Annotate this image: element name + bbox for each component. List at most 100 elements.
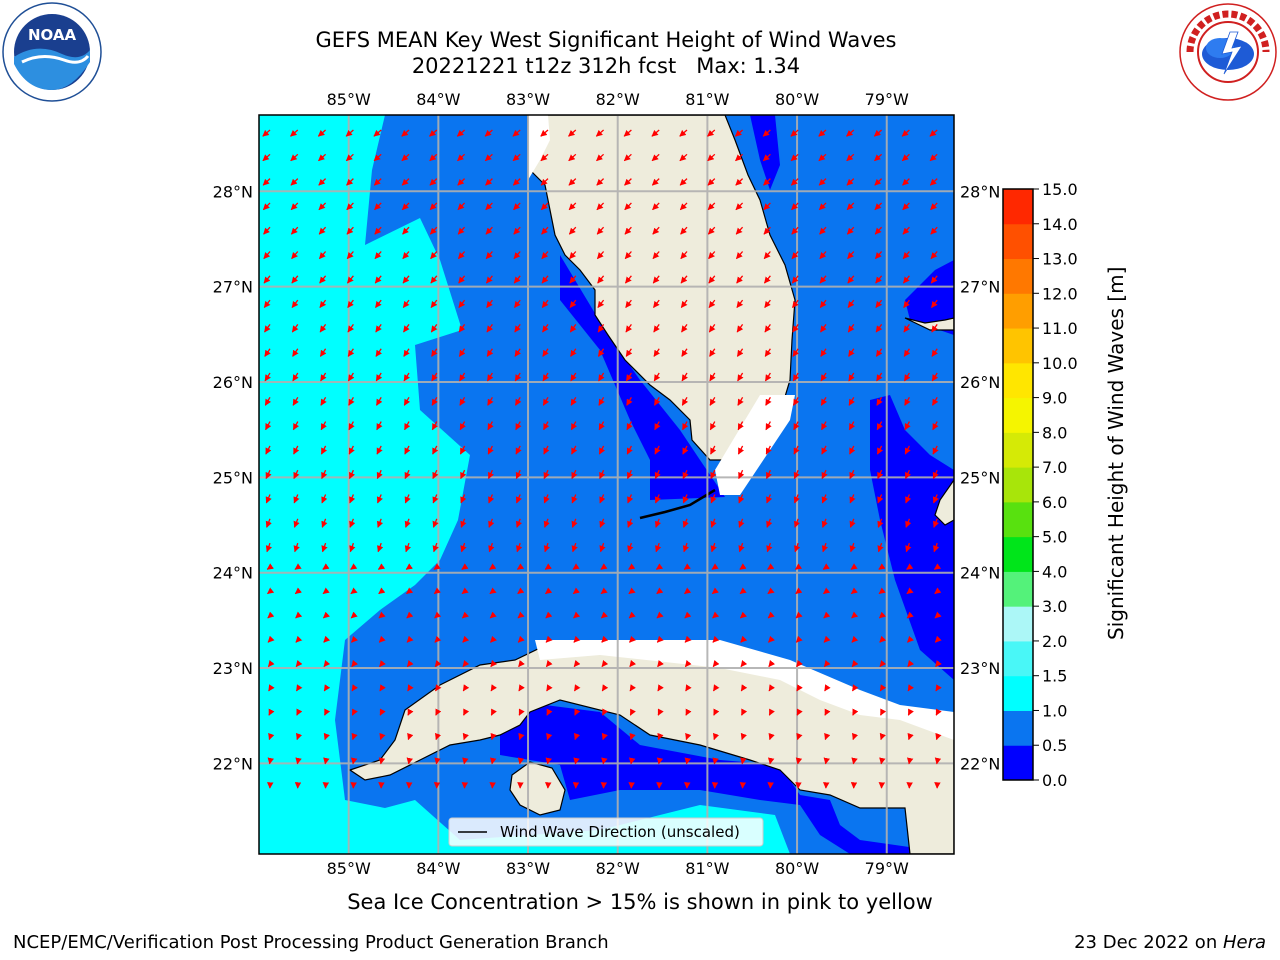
colorbar-segment (1003, 606, 1033, 642)
wind-arrow (374, 275, 382, 284)
wind-arrow (406, 659, 414, 668)
wind-arrow (517, 587, 525, 595)
wind-arrow (461, 587, 469, 595)
wind-arrow (932, 469, 939, 480)
wind-arrow (876, 445, 884, 455)
wind-arrow (849, 542, 856, 553)
wind-arrow (375, 299, 382, 309)
wind-arrow (459, 421, 466, 431)
colorbar-segment (1003, 710, 1033, 746)
colorbar-tick-label: 8.0 (1042, 423, 1067, 442)
wind-arrow (935, 659, 942, 668)
lon-tick-bottom: 80°W (775, 859, 819, 878)
wind-arrow (846, 153, 855, 162)
wind-arrow (597, 275, 605, 284)
wind-arrow (374, 202, 382, 211)
wind-arrow (792, 324, 799, 333)
wind-arrow (541, 251, 549, 260)
wind-arrow (904, 421, 911, 431)
wind-arrow (657, 732, 664, 741)
wind-arrow (432, 469, 439, 480)
wind-arrow (542, 372, 549, 382)
wind-arrow (708, 275, 716, 284)
wind-arrow (347, 324, 355, 333)
wind-arrow (822, 563, 830, 570)
wind-arrow (794, 563, 803, 570)
wind-arrow (792, 396, 800, 406)
wind-arrow (682, 469, 689, 480)
lat-tick-left: 24°N (213, 564, 253, 583)
wind-arrow (654, 518, 662, 528)
colorbar-segment (1003, 745, 1033, 781)
wind-arrow (293, 494, 300, 504)
wind-arrow (402, 299, 410, 309)
wind-arrow (490, 684, 498, 692)
wind-arrow (486, 324, 494, 333)
wind-arrow (679, 202, 688, 211)
wind-arrow (653, 348, 660, 357)
wind-arrow (406, 635, 414, 643)
colorbar-tick-label: 6.0 (1042, 493, 1067, 512)
wind-arrow (292, 396, 299, 406)
wind-arrow (764, 372, 772, 382)
wind-arrow (404, 469, 411, 480)
wind-arrow (458, 324, 466, 333)
wind-arrow (458, 299, 466, 309)
wind-arrow (739, 611, 747, 619)
wind-arrow (932, 494, 939, 504)
wind-arrow (654, 445, 661, 455)
wind-arrow (879, 659, 887, 668)
wind-arrow (379, 659, 386, 668)
wind-arrow (429, 129, 438, 137)
wind-arrow (515, 421, 522, 431)
wind-arrow (710, 469, 717, 480)
wind-arrow (654, 421, 661, 431)
chart-title: GEFS MEAN Key West Significant Height of… (315, 28, 897, 52)
wind-arrow (515, 518, 523, 528)
wind-arrow (735, 226, 744, 235)
wind-arrow (764, 324, 772, 333)
colorbar-frame (1002, 188, 1034, 781)
wind-arrow (625, 348, 633, 357)
wind-arrow (484, 129, 493, 137)
wind-arrow (680, 226, 688, 235)
wind-arrow (821, 445, 828, 455)
wind-arrow (599, 542, 606, 553)
wind-arrow (851, 659, 859, 668)
wind-arrow (818, 153, 827, 162)
wind-arrow (542, 396, 550, 406)
wind-arrow (429, 153, 438, 162)
wind-arrow (401, 202, 410, 211)
wind-arrow (737, 396, 744, 406)
wind-arrow (712, 684, 720, 692)
wind-arrow (514, 372, 522, 382)
wind-arrow (571, 494, 578, 504)
wind-arrow (762, 153, 771, 162)
wind-arrow (267, 635, 275, 643)
wind-arrow (874, 251, 883, 260)
wind-arrow (376, 445, 383, 455)
wind-arrow (319, 275, 327, 284)
wind-arrow (599, 469, 606, 480)
wind-arrow (513, 275, 521, 284)
wind-arrow (350, 611, 358, 619)
wind-arrow (348, 469, 355, 480)
wind-arrow (735, 178, 744, 186)
wind-arrow (430, 251, 438, 260)
wind-arrow (901, 129, 910, 137)
wind-arrow (907, 732, 914, 741)
wind-arrow (905, 494, 912, 504)
wind-arrow (740, 635, 748, 643)
wind-arrow (376, 494, 383, 504)
wind-arrow (651, 178, 660, 186)
wind-arrow (734, 129, 744, 137)
wind-arrow (679, 178, 688, 186)
lon-tick-top: 81°W (685, 90, 729, 109)
wind-arrow (543, 494, 550, 504)
wind-arrow (656, 611, 664, 619)
wind-arrow (569, 275, 577, 284)
wind-arrow (265, 518, 272, 528)
wind-arrow (490, 635, 497, 643)
wind-arrow (431, 421, 439, 431)
wind-arrow (434, 732, 442, 741)
